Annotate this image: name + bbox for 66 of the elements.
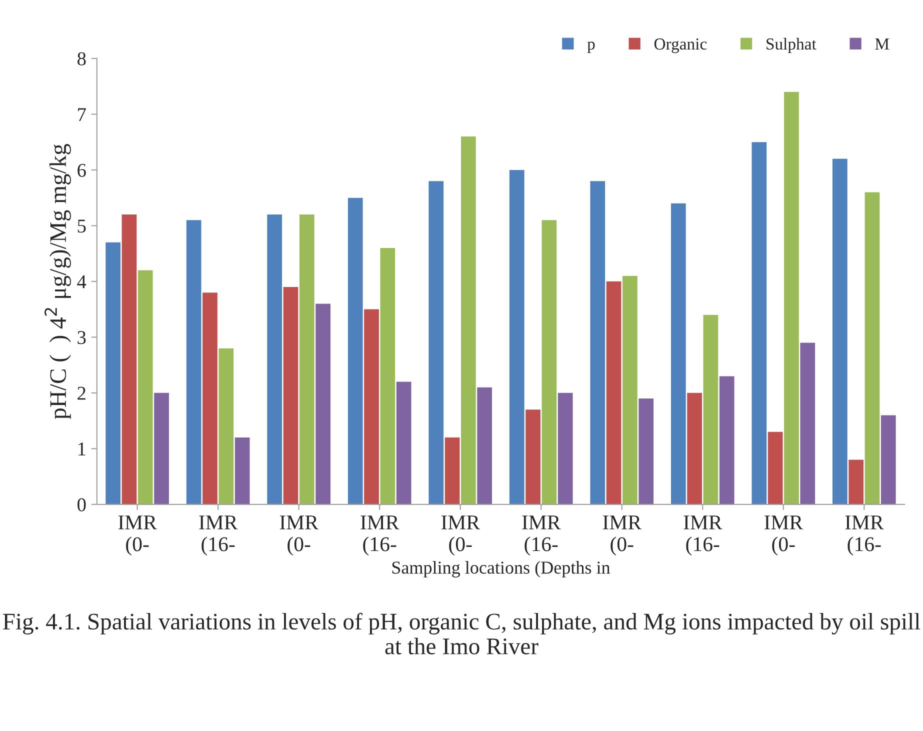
bar — [186, 220, 202, 504]
bar — [348, 198, 363, 504]
bar — [218, 348, 234, 504]
bar — [590, 181, 606, 504]
caption: Fig. 4.1. Spatial variations in levels of pH, organic C, sulphate, and Mg ions impacted by oil spill at the Imo River — [3, 612, 920, 654]
bar — [832, 158, 848, 504]
bar — [670, 203, 686, 504]
y-tick-label: 1 — [78, 442, 86, 456]
bar — [848, 460, 864, 504]
y-tick-label: 7 — [78, 108, 86, 121]
bar — [364, 309, 379, 504]
x-tick-label: IMR (16- — [684, 516, 722, 556]
x-tick-label: IMR (0- — [118, 516, 157, 556]
bar — [719, 376, 734, 504]
x-tick-label: IMR (0- — [280, 516, 318, 556]
x-axis-title: Sampling locations (Depths in — [392, 561, 610, 578]
y-tick-label: 0 — [78, 498, 86, 512]
bar — [703, 314, 718, 504]
bar — [380, 248, 396, 504]
bar — [784, 92, 799, 504]
x-tick-label: IMR (0- — [764, 516, 804, 556]
legend-label: M — [875, 38, 890, 50]
x-tick-label: IMR (0- — [602, 516, 642, 556]
bar — [638, 398, 654, 504]
y-tick-label: 2 — [78, 386, 86, 400]
bar — [606, 281, 622, 504]
bar — [122, 214, 137, 504]
bar — [542, 220, 557, 504]
bar — [460, 136, 476, 504]
bar — [299, 214, 314, 504]
y-tick-label: 3 — [78, 331, 86, 344]
bar — [316, 304, 330, 504]
bar — [800, 342, 816, 504]
bar — [106, 242, 120, 504]
x-tick-label: IMR (16- — [360, 516, 400, 556]
x-tick-label: IMR (0- — [441, 516, 480, 556]
bar — [752, 142, 767, 504]
bar — [283, 287, 298, 504]
bar — [396, 382, 412, 504]
bar — [477, 387, 492, 504]
legend-label: p — [587, 42, 595, 54]
y-axis-title: pH/C ( ) 4$^{2}$ μg/g)/Mg mg/kg — [44, 144, 71, 420]
y-tick-label: 8 — [78, 52, 86, 66]
bar — [428, 181, 444, 504]
bar — [864, 192, 880, 504]
bar — [622, 276, 638, 504]
bar — [138, 270, 153, 504]
x-tick-label: IMR (16- — [522, 516, 561, 556]
bar — [880, 415, 896, 504]
y-tick-label: 4 — [77, 275, 86, 288]
y-tick-label: 5 — [78, 220, 86, 233]
legend-label: Sulphat — [766, 38, 816, 54]
bar — [267, 214, 282, 504]
x-tick-label: IMR (16- — [199, 516, 238, 556]
legend-label: Organic — [654, 38, 707, 54]
x-tick-label: IMR (16- — [845, 516, 884, 556]
bar — [687, 392, 702, 504]
bar — [509, 170, 524, 504]
bar — [526, 410, 540, 504]
bar — [558, 392, 573, 504]
bar — [202, 292, 218, 504]
bar — [768, 432, 783, 504]
y-tick-label: 6 — [78, 164, 86, 177]
bar — [154, 392, 169, 504]
bar — [234, 438, 250, 504]
bar — [444, 438, 460, 504]
